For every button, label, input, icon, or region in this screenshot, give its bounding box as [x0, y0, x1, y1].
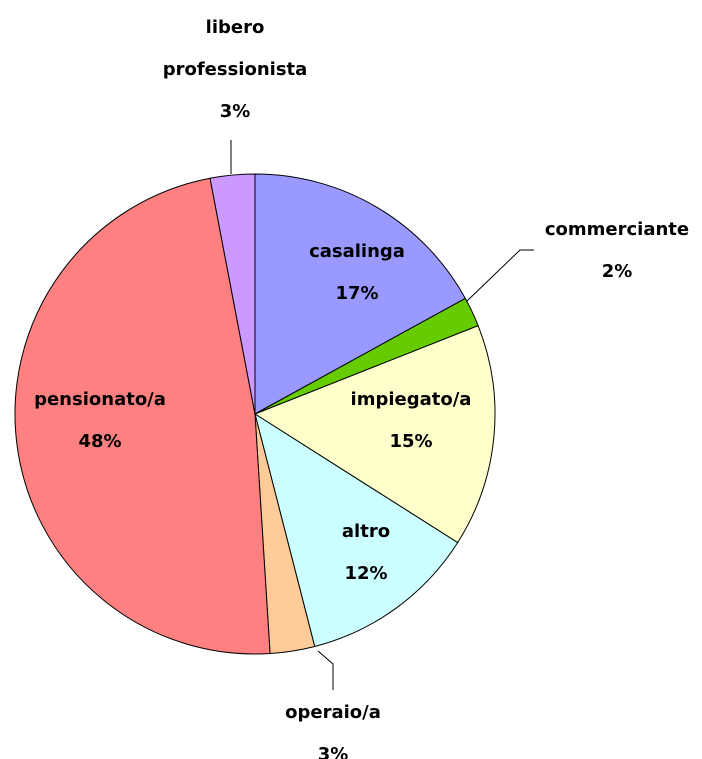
leader-line [317, 650, 334, 690]
pie-slice [209, 173, 256, 415]
category-name: casalinga [309, 241, 405, 262]
pie-slice [14, 177, 271, 655]
slice-label: pensionato/a 48% [0, 379, 200, 463]
category-name: operaio/a [285, 702, 381, 723]
leader-line [465, 249, 534, 303]
slice-label: impiegato/a 15% [311, 379, 511, 463]
category-name: libero professionista [162, 17, 308, 80]
value-label: 15% [389, 431, 433, 452]
value-label: 3% [219, 101, 251, 122]
category-name: pensionato/a [34, 389, 166, 410]
slice-label: libero professionista 3% [153, 7, 318, 133]
slice-label: casalinga 17% [257, 231, 457, 315]
category-name: commerciante [544, 219, 690, 240]
category-name: impiegato/a [350, 389, 472, 410]
value-label: 12% [344, 563, 388, 584]
slice-label: operaio/a 3% [233, 692, 433, 759]
value-label: 3% [317, 744, 349, 759]
value-label: 2% [601, 261, 633, 282]
pie-slice [254, 173, 466, 415]
value-label: 48% [78, 431, 122, 452]
slice-label: commerciante 2% [517, 209, 702, 293]
pie-slice [254, 412, 459, 648]
slice-label: altro 12% [266, 511, 466, 595]
category-name: altro [341, 521, 391, 542]
value-label: 17% [335, 283, 379, 304]
pie-slice [253, 325, 496, 544]
